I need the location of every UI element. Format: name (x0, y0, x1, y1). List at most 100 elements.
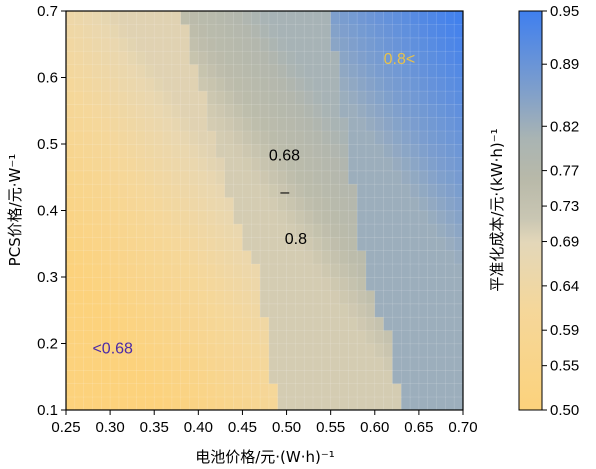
heatmap-cell (65, 77, 76, 92)
heatmap-cell (436, 10, 446, 25)
heatmap-cell (259, 130, 270, 145)
heatmap-cell (198, 103, 208, 118)
heatmap-cell (198, 50, 208, 65)
heatmap-cell (383, 250, 394, 265)
heatmap-cell (453, 143, 464, 158)
heatmap-cell (392, 329, 402, 345)
heatmap-cell (83, 383, 94, 398)
heatmap-cell (339, 90, 349, 105)
heatmap-cell (268, 383, 279, 398)
heatmap-cell (162, 383, 173, 398)
heatmap-cell (215, 383, 226, 398)
heatmap-cell (348, 210, 358, 225)
heatmap-cell (330, 289, 341, 305)
heatmap-cell (268, 263, 279, 278)
heatmap-cell (206, 316, 217, 331)
heatmap-cell (180, 143, 191, 158)
heatmap-cell (277, 63, 288, 79)
heatmap-cell (206, 303, 217, 318)
heatmap-cell (100, 369, 111, 385)
heatmap-cell (189, 343, 199, 358)
heatmap-cell (109, 183, 120, 198)
heatmap-cell (295, 263, 305, 278)
heatmap-cell (277, 396, 288, 411)
heatmap-cell (145, 396, 155, 411)
heatmap-cell (418, 117, 429, 132)
heatmap-cell (303, 369, 314, 385)
heatmap-cell (198, 356, 208, 371)
heatmap-cell (295, 356, 305, 371)
heatmap-cell (268, 23, 279, 39)
heatmap-cell (445, 10, 455, 25)
heatmap-cell (321, 329, 332, 345)
heatmap-cell (233, 117, 244, 132)
heatmap-cell (224, 356, 235, 371)
heatmap-cell (392, 356, 402, 371)
heatmap-cell (286, 316, 296, 331)
heatmap-cell (409, 356, 420, 371)
heatmap-cell (224, 303, 235, 318)
heatmap-cell (145, 77, 155, 92)
heatmap-cell (215, 223, 226, 238)
heatmap-cell (109, 130, 120, 145)
heatmap-cell (400, 263, 411, 278)
heatmap-cell (356, 196, 367, 212)
heatmap-cell (392, 396, 402, 411)
heatmap-cell (348, 117, 358, 132)
heatmap-cell (303, 210, 314, 225)
heatmap-cell (374, 369, 385, 385)
y-axis: 0.1 0.2 0.3 0.4 0.5 0.6 0.7 (37, 3, 66, 419)
heatmap-cell (286, 329, 296, 345)
heatmap-cell (233, 223, 244, 238)
heatmap-cell (321, 196, 332, 212)
heatmap-cell (65, 183, 76, 198)
heatmap-cell (427, 10, 438, 25)
heatmap-cell (189, 316, 199, 331)
heatmap-cell (277, 329, 288, 345)
heatmap-cell (215, 117, 226, 132)
heatmap-cell (224, 343, 235, 358)
heatmap-cell (418, 263, 429, 278)
heatmap-cell (145, 236, 155, 252)
heatmap-cell (374, 90, 385, 105)
heatmap-cell (250, 23, 261, 39)
heatmap-cell (330, 236, 341, 252)
heatmap-cell (330, 356, 341, 371)
heatmap-cell (215, 37, 226, 52)
heatmap-cell (277, 210, 288, 225)
region-annotation: 0.68 (269, 148, 300, 165)
heatmap-cell (153, 157, 164, 172)
heatmap-cell (136, 329, 147, 345)
heatmap-cell (92, 117, 102, 132)
heatmap-cell (250, 276, 261, 291)
heatmap-cell (312, 77, 323, 92)
heatmap-cell (74, 117, 85, 132)
heatmap-cell (436, 103, 446, 118)
heatmap-cell (321, 103, 332, 118)
heatmap-cell (436, 157, 446, 172)
heatmap-cell (312, 383, 323, 398)
heatmap-cell (215, 396, 226, 411)
heatmap-cell (400, 276, 411, 291)
heatmap-cell (277, 250, 288, 265)
heatmap-cell (189, 157, 199, 172)
heatmap-cell (383, 183, 394, 198)
heatmap-cell (303, 316, 314, 331)
heatmap-cell (118, 90, 129, 105)
heatmap-cell (339, 10, 349, 25)
heatmap-cell (74, 383, 85, 398)
region-annotation: 0.8 (285, 231, 307, 248)
heatmap-cell (383, 223, 394, 238)
heatmap-cell (259, 236, 270, 252)
heatmap-cell (286, 10, 296, 25)
region-annotation: <0.68 (92, 340, 133, 357)
heatmap-cell (171, 117, 182, 132)
heatmap-cell (83, 250, 94, 265)
heatmap-cell (400, 23, 411, 39)
heatmap-cell (295, 10, 305, 25)
heatmap-cell (374, 157, 385, 172)
heatmap-cell (321, 63, 332, 79)
heatmap-cell (215, 103, 226, 118)
heatmap-cell (348, 329, 358, 345)
heatmap-cell (224, 383, 235, 398)
